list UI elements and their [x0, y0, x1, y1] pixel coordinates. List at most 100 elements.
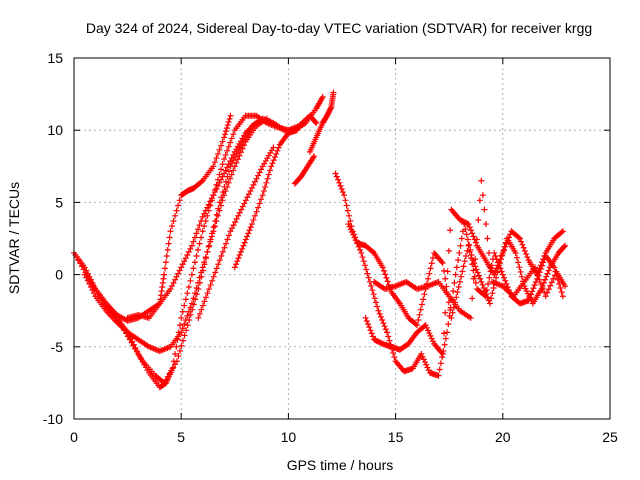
data-point: [561, 242, 568, 249]
data-point: [156, 300, 163, 307]
data-point: [207, 238, 214, 245]
data-point: [159, 279, 166, 286]
data-point: [450, 288, 457, 295]
data-point: [467, 255, 474, 262]
data-point: [180, 337, 187, 344]
data-point: [202, 254, 209, 261]
data-point: [203, 294, 210, 301]
data-point: [371, 295, 378, 302]
data-point: [559, 228, 566, 235]
data-point: [199, 264, 206, 271]
data-point: [199, 228, 206, 235]
data-point: [264, 175, 271, 182]
data-point: [337, 182, 344, 189]
data-point: [423, 361, 430, 368]
data-point: [527, 291, 534, 298]
data-point: [478, 177, 485, 184]
data-point: [202, 207, 209, 214]
data-point: [265, 171, 272, 178]
data-point: [205, 243, 212, 250]
data-point: [219, 189, 226, 196]
data-point: [473, 236, 480, 243]
data-point: [358, 249, 365, 256]
data-point: [213, 217, 220, 224]
data-point: [466, 241, 473, 248]
series-track-9: [291, 153, 318, 187]
data-point: [347, 226, 354, 233]
data-point: [184, 322, 191, 329]
data-point: [365, 274, 372, 281]
data-point: [421, 291, 428, 298]
data-point: [551, 264, 558, 271]
data-point: [360, 258, 367, 265]
data-point: [187, 304, 194, 311]
data-point: [547, 282, 554, 289]
data-point: [222, 188, 229, 195]
data-point: [491, 249, 498, 256]
data-point: [369, 287, 376, 294]
data-point: [179, 261, 186, 268]
data-point: [233, 159, 240, 166]
data-point: [227, 158, 234, 165]
data-point: [191, 259, 198, 266]
x-axis-label: GPS time / hours: [287, 457, 394, 473]
data-point: [185, 248, 192, 255]
data-point: [498, 268, 505, 275]
data-point: [493, 265, 500, 272]
data-point: [540, 256, 547, 263]
data-point: [479, 192, 486, 199]
series-track-8: [306, 89, 337, 155]
data-point: [240, 242, 247, 249]
data-point: [561, 283, 568, 290]
data-point: [178, 329, 185, 336]
data-point: [467, 227, 474, 234]
data-point: [437, 360, 444, 367]
data-point: [225, 232, 232, 239]
data-point: [237, 149, 244, 156]
data-point: [239, 145, 246, 152]
data-point: [221, 134, 228, 141]
data-point: [473, 266, 480, 273]
data-point: [225, 143, 232, 150]
data-point: [253, 175, 260, 182]
data-point: [380, 320, 387, 327]
data-point: [429, 338, 436, 345]
data-point: [176, 267, 183, 274]
series-track-13: [371, 177, 568, 321]
series-track-6: [195, 144, 277, 321]
data-point: [444, 268, 451, 275]
data-point: [130, 342, 137, 349]
data-point: [219, 197, 226, 204]
data-point: [372, 299, 379, 306]
data-point: [464, 220, 471, 227]
data-point: [227, 175, 234, 182]
y-tick-label: 0: [55, 267, 63, 283]
data-point: [241, 239, 248, 246]
data-point: [456, 249, 463, 256]
data-point: [347, 217, 354, 224]
data-point: [544, 270, 551, 277]
data-point: [425, 327, 432, 334]
data-point: [225, 179, 232, 186]
data-point: [224, 183, 231, 190]
data-point: [252, 212, 259, 219]
data-point: [198, 306, 205, 313]
data-point: [80, 266, 87, 273]
data-point: [270, 144, 277, 151]
data-point: [225, 168, 232, 175]
data-point: [485, 280, 492, 287]
data-point: [470, 267, 477, 274]
data-point: [259, 192, 266, 199]
data-point: [198, 178, 205, 185]
data-point: [539, 285, 546, 292]
data-point: [213, 265, 220, 272]
data-point: [480, 285, 487, 292]
data-point: [469, 230, 476, 237]
data-point: [210, 163, 217, 170]
data-point: [210, 228, 217, 235]
data-point: [312, 118, 319, 125]
data-point: [228, 155, 235, 162]
data-point: [236, 152, 243, 159]
data-point: [499, 249, 506, 256]
data-point: [222, 151, 229, 158]
